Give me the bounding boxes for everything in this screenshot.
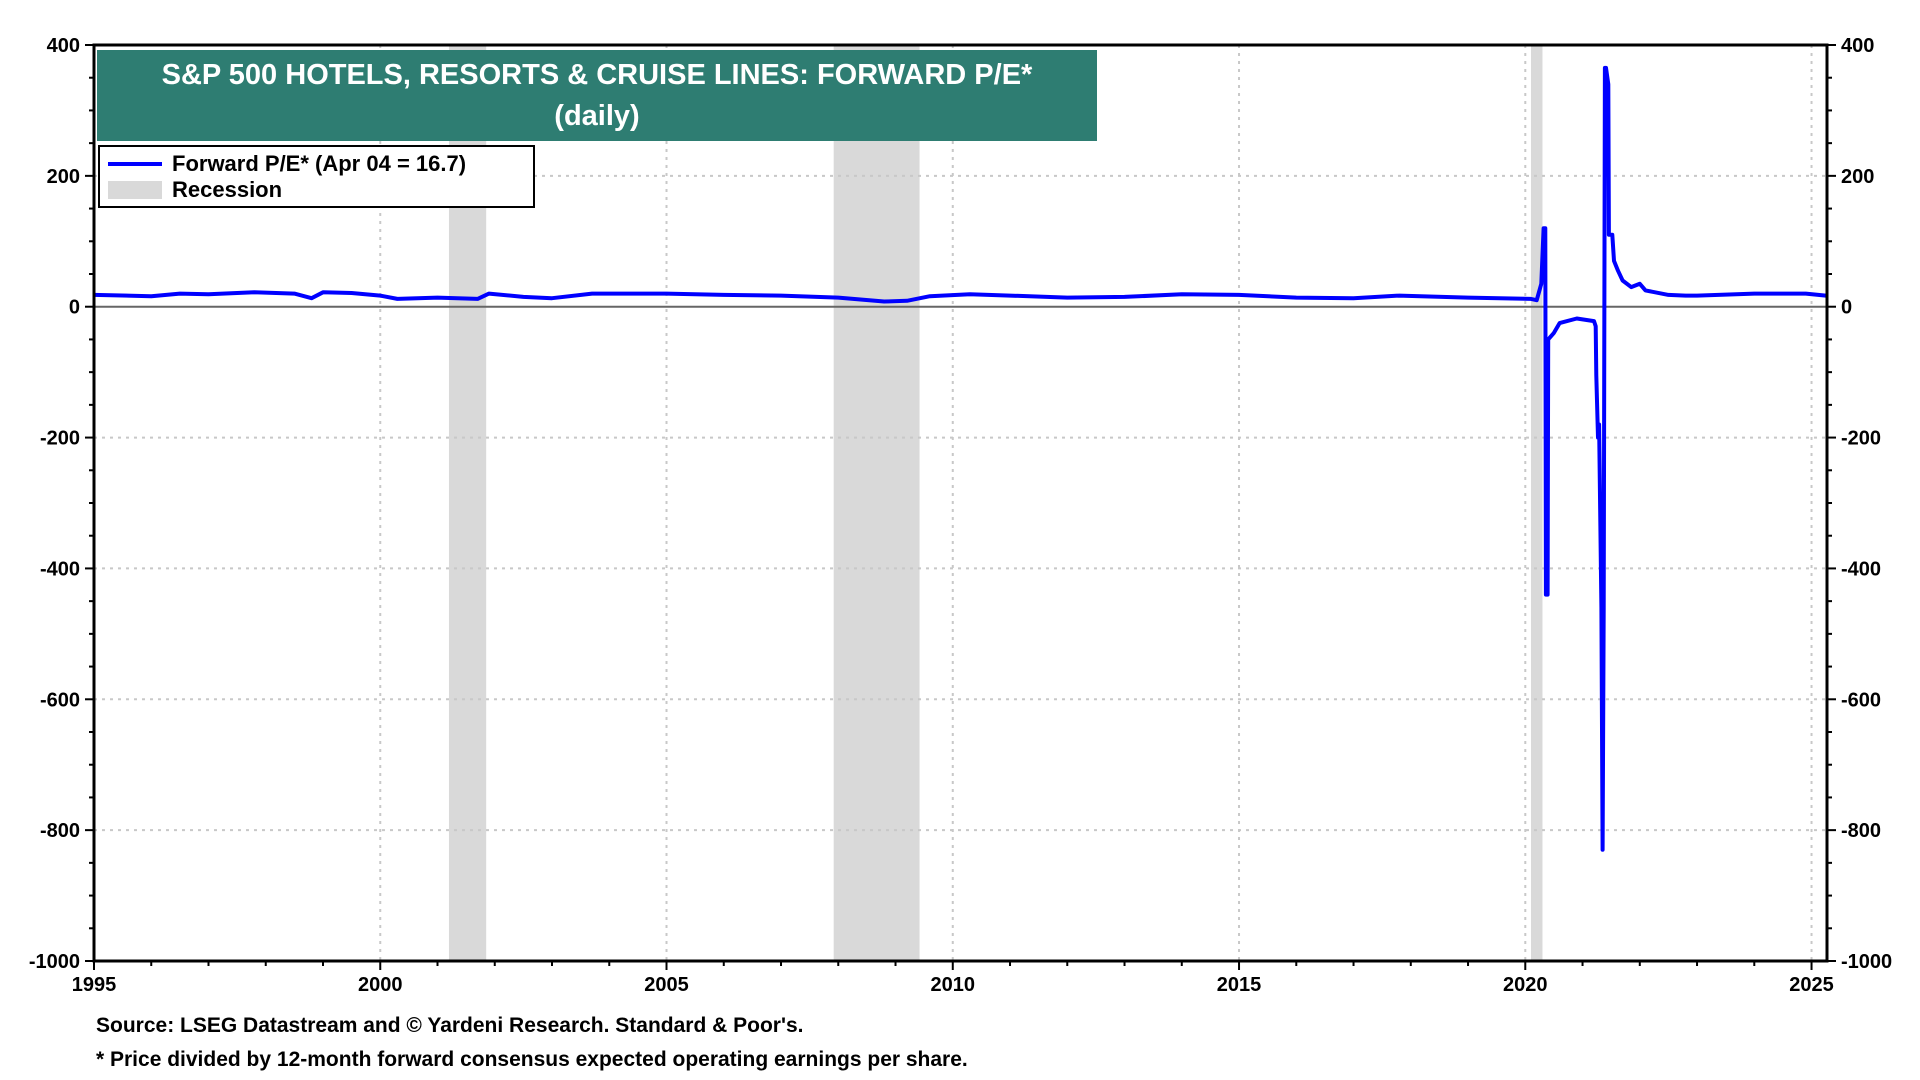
- y-tick-label-left: -600: [40, 689, 80, 711]
- y-tick-label-left: 0: [69, 297, 80, 319]
- y-tick-label-left: -800: [40, 820, 80, 842]
- source-note: Source: LSEG Datastream and © Yardeni Re…: [96, 1014, 804, 1037]
- y-tick-label-left: 200: [47, 166, 80, 188]
- y-tick-label-left: -400: [40, 558, 80, 580]
- recession-band: [833, 45, 920, 961]
- y-tick-label-right: -400: [1841, 558, 1881, 580]
- x-tick-label: 2020: [1503, 974, 1548, 996]
- y-tick-label-right: -600: [1841, 689, 1881, 711]
- x-tick-label: 2005: [644, 974, 689, 996]
- chart-title: S&P 500 HOTELS, RESORTS & CRUISE LINES: …: [161, 59, 1033, 91]
- y-tick-label-left: 400: [47, 35, 80, 57]
- x-tick-label: 1995: [72, 974, 117, 996]
- x-tick-label: 2010: [931, 974, 976, 996]
- y-tick-label-right: -1000: [1841, 951, 1892, 973]
- y-tick-label-right: -800: [1841, 820, 1881, 842]
- series-line-forward-pe: [93, 65, 1828, 852]
- y-tick-label-right: 0: [1841, 297, 1852, 319]
- chart-title-box: S&P 500 HOTELS, RESORTS & CRUISE LINES: …: [97, 50, 1097, 141]
- x-tick-label: 2000: [358, 974, 403, 996]
- x-tick-label: 2025: [1789, 974, 1834, 996]
- footnote: * Price divided by 12-month forward cons…: [96, 1048, 968, 1071]
- y-tick-label-right: -200: [1841, 428, 1881, 450]
- legend-item-series: Forward P/E* (Apr 04 = 16.7): [108, 151, 466, 177]
- y-tick-label-left: -200: [40, 428, 80, 450]
- chart-subtitle: (daily): [554, 100, 640, 132]
- y-tick-label-right: 200: [1841, 166, 1874, 188]
- legend-label-series: Forward P/E* (Apr 04 = 16.7): [172, 151, 467, 176]
- y-tick-label-left: -1000: [29, 951, 80, 973]
- recession-band: [1531, 45, 1543, 961]
- legend-item-recession: Recession: [108, 177, 282, 203]
- plot-frame: [92, 43, 1829, 963]
- legend-swatch-recession: [108, 181, 162, 199]
- legend: Forward P/E* (Apr 04 = 16.7) Recession: [98, 145, 535, 208]
- legend-label-recession: Recession: [172, 177, 283, 202]
- y-tick-label-right: 400: [1841, 35, 1874, 57]
- x-tick-label: 2015: [1217, 974, 1262, 996]
- legend-swatch-series: [108, 162, 162, 166]
